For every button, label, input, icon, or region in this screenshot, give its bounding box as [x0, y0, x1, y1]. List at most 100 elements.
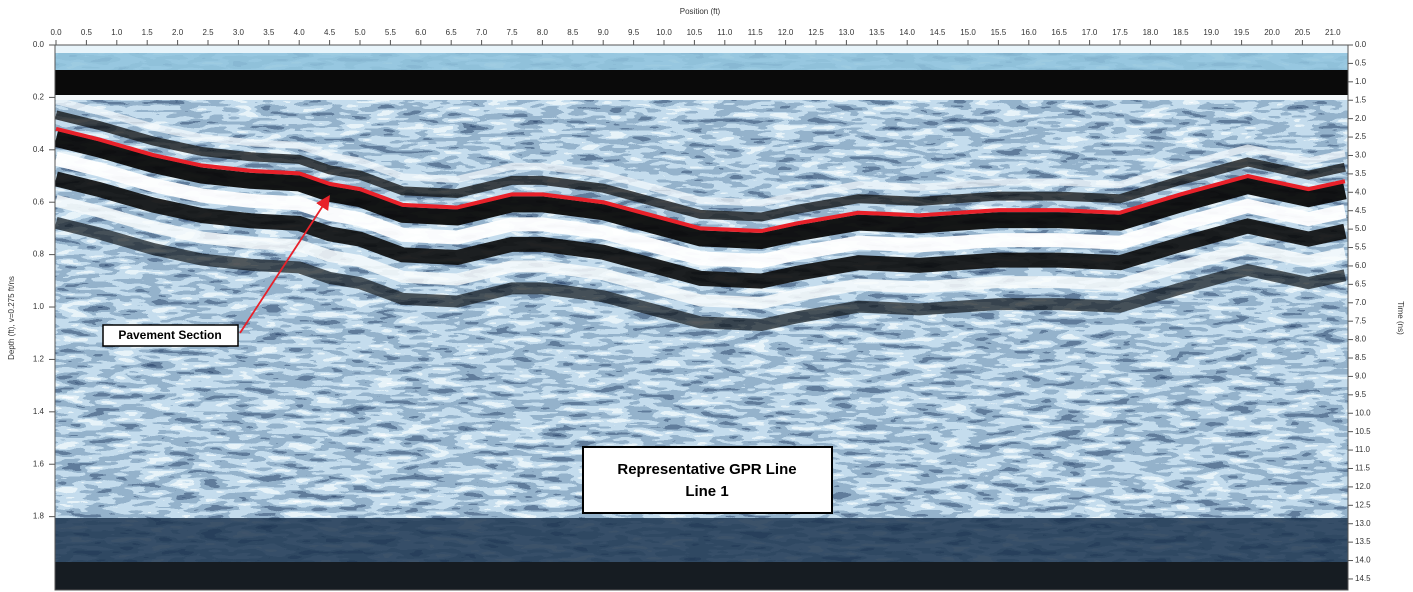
reflector-band	[55, 195, 1347, 310]
y-tick-label: 0.8	[33, 250, 45, 259]
y2-tick-label: 13.0	[1355, 519, 1371, 528]
x-tick-label: 10.0	[656, 28, 672, 37]
y2-tick-label: 2.0	[1355, 114, 1367, 123]
y2-tick-label: 8.0	[1355, 335, 1367, 344]
annotation: Representative GPR Line	[617, 461, 796, 478]
x-tick-label: 1.0	[111, 28, 123, 37]
x-tick-label: 12.0	[778, 28, 794, 37]
x-tick-label: 9.5	[628, 28, 640, 37]
x-tick-label: 12.5	[808, 28, 824, 37]
y2-tick-label: 3.5	[1355, 169, 1367, 178]
x-tick-label: 11.0	[717, 28, 733, 37]
y2-tick-label: 1.0	[1355, 77, 1367, 86]
reflector-band	[55, 97, 1346, 207]
x-tick-label: 7.5	[506, 28, 518, 37]
y2-tick-label: 4.5	[1355, 206, 1367, 215]
y-tick-label: 1.8	[33, 512, 45, 521]
x-tick-label: 19.5	[1234, 28, 1250, 37]
y2-tick-label: 4.0	[1355, 187, 1367, 196]
x-tick-label: 15.0	[960, 28, 976, 37]
y-tick-label: 0.0	[33, 40, 45, 49]
annotation-box	[582, 446, 833, 514]
y2-tick-label: 11.0	[1355, 445, 1371, 454]
y2-tick-label: 1.5	[1355, 95, 1367, 104]
y2-tick-label: 3.0	[1355, 151, 1367, 160]
band	[55, 562, 1348, 590]
y2-tick-label: 6.0	[1355, 261, 1367, 270]
y2-tick-label: 7.0	[1355, 298, 1367, 307]
x-tick-label: 2.5	[202, 28, 214, 37]
band	[55, 53, 1348, 70]
y-tick-label: 0.6	[33, 197, 45, 206]
x-tick-label: 6.0	[415, 28, 427, 37]
x-tick-label: 17.0	[1082, 28, 1098, 37]
y2-tick-label: 5.0	[1355, 224, 1367, 233]
x-tick-label: 20.0	[1264, 28, 1280, 37]
x-tick-label: 0.5	[81, 28, 93, 37]
radargram	[55, 45, 1348, 590]
band	[55, 70, 1348, 95]
x-tick-label: 6.5	[446, 28, 458, 37]
x-tick-label: 8.5	[567, 28, 579, 37]
reflector-band	[55, 131, 1347, 250]
x-tick-label: 8.0	[537, 28, 549, 37]
x-tick-label: 14.5	[930, 28, 946, 37]
x-tick-label: 2.0	[172, 28, 184, 37]
reflectors	[55, 97, 1347, 332]
y2-tick-label: 14.0	[1355, 556, 1371, 565]
x-tick-label: 4.0	[294, 28, 306, 37]
y2-axis-title: Time (ns)	[1396, 301, 1405, 335]
x-tick-label: 3.5	[263, 28, 275, 37]
y2-tick-label: 9.5	[1355, 390, 1367, 399]
x-tick-label: 14.0	[899, 28, 915, 37]
interface-line	[55, 126, 1346, 234]
x-tick-label: 7.0	[476, 28, 488, 37]
x-tick-label: 1.5	[142, 28, 154, 37]
y2-tick-label: 12.0	[1355, 482, 1371, 491]
y2-tick-label: 7.5	[1355, 316, 1367, 325]
y2-tick-label: 0.5	[1355, 59, 1367, 68]
x-tick-label: 5.5	[385, 28, 397, 37]
x-tick-label: 18.5	[1173, 28, 1189, 37]
annotation-arrow	[239, 194, 330, 334]
reflector-band	[55, 152, 1347, 269]
y2-tick-label: 8.5	[1355, 353, 1367, 362]
x-tick-label: 13.0	[839, 28, 855, 37]
y-tick-label: 1.6	[33, 459, 45, 468]
x-tick-label: 3.0	[233, 28, 245, 37]
y2-tick-label: 10.5	[1355, 427, 1371, 436]
annotation: Line 1	[685, 483, 728, 500]
band	[55, 518, 1348, 562]
plot-frame	[54, 44, 1349, 591]
y-tick-label: 0.2	[33, 93, 45, 102]
y-tick-label: 1.0	[33, 302, 45, 311]
x-tick-label: 13.5	[869, 28, 885, 37]
y2-tick-label: 5.5	[1355, 243, 1367, 252]
annotation-box	[102, 324, 239, 347]
y-tick-label: 1.4	[33, 407, 45, 416]
y2-tick-label: 11.5	[1355, 464, 1371, 473]
y-axis-title: Depth (ft), v=0.275 ft/ns	[7, 276, 16, 360]
x-tick-label: 20.5	[1295, 28, 1311, 37]
reflector-band	[55, 171, 1347, 289]
x-axis-title: Position (ft)	[680, 7, 721, 16]
y-tick-label: 0.4	[33, 145, 45, 154]
x-tick-label: 19.0	[1203, 28, 1219, 37]
band	[55, 95, 1348, 100]
y-tick-label: 1.2	[33, 355, 45, 364]
x-tick-label: 9.0	[598, 28, 610, 37]
x-tick-label: 21.0	[1325, 28, 1341, 37]
y2-tick-label: 12.5	[1355, 500, 1371, 509]
x-tick-label: 5.0	[354, 28, 366, 37]
y2-tick-label: 13.5	[1355, 537, 1371, 546]
reflector-band	[55, 110, 1346, 222]
y2-tick-label: 6.5	[1355, 279, 1367, 288]
x-tick-label: 10.5	[687, 28, 703, 37]
x-tick-label: 16.0	[1021, 28, 1037, 37]
y2-tick-label: 0.0	[1355, 40, 1367, 49]
x-tick-label: 4.5	[324, 28, 336, 37]
y2-tick-label: 10.0	[1355, 408, 1371, 417]
x-tick-label: 18.0	[1143, 28, 1159, 37]
annotation: Pavement Section	[118, 328, 221, 342]
